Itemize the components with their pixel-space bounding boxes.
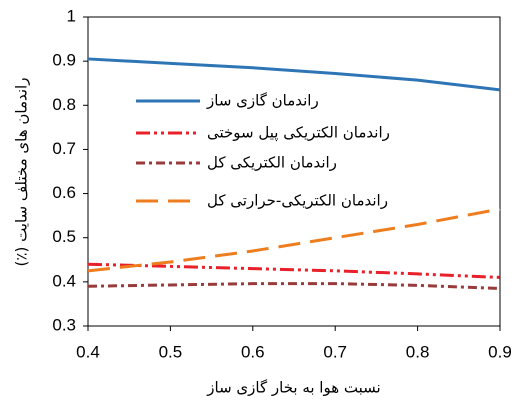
x-tick-label: 0.5: [159, 342, 183, 361]
x-tick-label: 0.9: [488, 342, 512, 361]
legend-label: راندمان الکتریکی کل: [207, 154, 337, 172]
y-tick-label: 1: [67, 6, 76, 25]
plot-frame: [87, 16, 501, 327]
x-tick-label: 0.7: [323, 342, 347, 361]
series-line: [87, 57, 501, 92]
x-tick-label: 0.8: [406, 342, 430, 361]
series-line: [87, 282, 501, 290]
y-tick-label: 0.9: [52, 51, 76, 70]
series-line: [87, 207, 501, 273]
y-tick-label: 0.6: [52, 183, 76, 202]
x-tick-label: 0.6: [241, 342, 265, 361]
legend-label: راندمان گازی ساز: [206, 92, 319, 110]
y-tick-label: 0.4: [52, 271, 76, 290]
x-axis-label: نسبت هوا به بخار گازی ساز: [206, 379, 380, 397]
legend-label: راندمان الکتریکی پیل سوختی: [207, 124, 390, 143]
series-line: [87, 262, 501, 279]
y-tick-label: 0.3: [52, 315, 76, 334]
y-tick-label: 0.7: [52, 139, 76, 158]
y-tick-label: 0.5: [52, 227, 76, 246]
y-axis-label: راندمان های مختلف سایت (٪): [13, 78, 31, 267]
legend-label: راندمان الکتریکی-حرارتی کل: [207, 192, 388, 210]
y-tick-label: 0.8: [52, 95, 76, 114]
x-tick-label: 0.4: [76, 342, 100, 361]
